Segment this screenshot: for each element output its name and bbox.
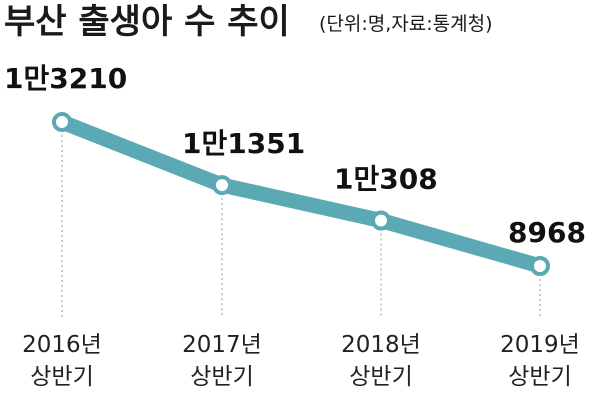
chart-title: 부산 출생아 수 추이 [4, 2, 290, 42]
series-line-group [54, 114, 548, 274]
category-label-0-0: 2016년 [22, 332, 102, 358]
series-line [54, 114, 548, 274]
category-label-0-1: 상반기 [30, 364, 93, 390]
data-label-3: 8968 [508, 216, 586, 249]
category-label-3-0: 2019년 [500, 332, 580, 358]
data-point-0 [52, 112, 72, 132]
category-label-2-0: 2018년 [341, 332, 421, 358]
data-point-3 [530, 256, 550, 276]
data-label-2: 1만308 [334, 163, 438, 196]
category-label-1-0: 2017년 [182, 332, 262, 358]
data-label-1: 1만1351 [182, 127, 305, 160]
data-point-2 [371, 210, 391, 231]
category-label-1-1: 상반기 [190, 364, 253, 390]
data-label-0: 1만3210 [4, 62, 127, 95]
data-labels: 1만3210 1만1351 1만308 8968 [4, 62, 586, 249]
chart-subtitle: (단위:명,자료:통계청) [319, 13, 493, 35]
data-point-1 [212, 175, 232, 196]
category-label-3-1: 상반기 [508, 364, 571, 390]
guide-lines [61, 130, 541, 318]
markers [52, 112, 550, 276]
category-label-2-1: 상반기 [349, 364, 412, 390]
